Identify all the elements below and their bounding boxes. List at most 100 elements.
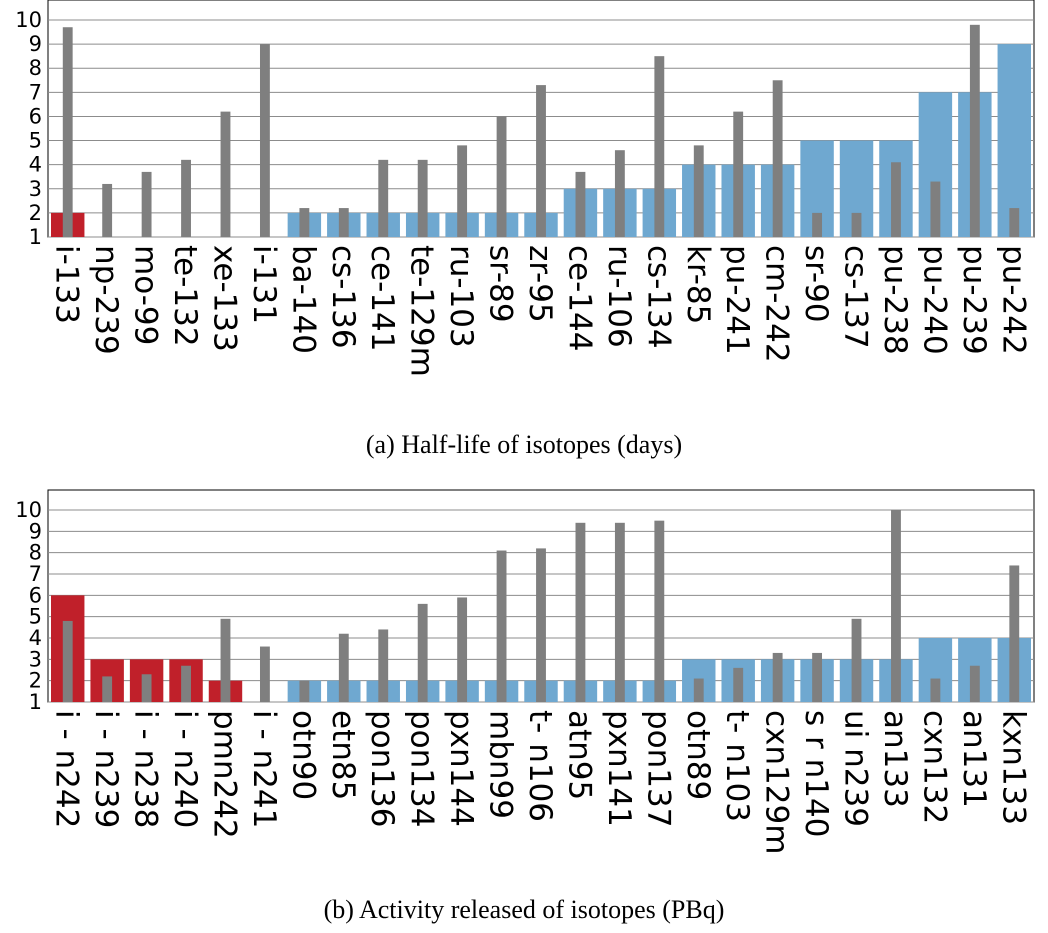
category-label: cxn129m xyxy=(759,710,795,854)
bar-secondary xyxy=(378,629,389,702)
category-label: ba-140 xyxy=(285,245,321,354)
bar-secondary xyxy=(930,678,941,702)
bar-primary xyxy=(997,44,1031,237)
bar-secondary xyxy=(891,162,901,237)
category-label: i - n241 xyxy=(246,710,282,828)
category-label: te-129m xyxy=(404,245,440,377)
category-label: i - n240 xyxy=(167,710,203,828)
category-label: pon136 xyxy=(364,710,400,827)
category-label: pmn242 xyxy=(206,710,242,839)
category-label: pu-239 xyxy=(956,245,992,355)
bar-secondary xyxy=(614,522,625,702)
bar-secondary xyxy=(457,597,468,702)
y-tick-label: 1 xyxy=(29,225,42,249)
category-label: otn89 xyxy=(680,710,716,800)
category-label: an131 xyxy=(956,710,992,808)
y-tick-label: 10 xyxy=(15,498,42,522)
y-tick-label: 4 xyxy=(29,153,42,177)
bar-secondary xyxy=(338,208,349,237)
category-label: kr-85 xyxy=(680,245,716,324)
bar-secondary xyxy=(102,676,113,702)
category-label: pu-238 xyxy=(877,245,913,355)
category-label: xe-133 xyxy=(206,245,242,352)
bar-secondary xyxy=(654,56,665,237)
category-label: ce-141 xyxy=(364,245,400,351)
bar-secondary xyxy=(299,208,310,237)
category-label: pon134 xyxy=(404,710,440,827)
y-tick-label: 8 xyxy=(29,56,42,80)
bar-secondary xyxy=(1009,208,1020,237)
category-label: cxn132 xyxy=(916,710,952,824)
bar-secondary xyxy=(614,150,625,237)
bar-secondary xyxy=(141,171,152,237)
bar-secondary xyxy=(693,145,704,237)
category-label: ru-103 xyxy=(443,245,479,348)
bar-secondary xyxy=(62,27,73,237)
y-tick-label: 2 xyxy=(29,201,42,225)
bar-secondary xyxy=(181,665,191,702)
y-tick-label: 3 xyxy=(29,647,42,671)
category-label: i-133 xyxy=(49,245,85,324)
category-label: i - n239 xyxy=(88,710,124,828)
bar-secondary xyxy=(417,159,428,237)
category-label: atn95 xyxy=(561,710,597,800)
category-label: cm-242 xyxy=(759,245,795,363)
bar-secondary xyxy=(851,618,862,702)
category-label: pu-240 xyxy=(916,245,952,355)
category-label: te-132 xyxy=(167,245,203,347)
bar-secondary xyxy=(654,520,665,702)
bar-secondary xyxy=(536,548,546,702)
category-label: i - n242 xyxy=(49,710,85,828)
bar-secondary xyxy=(220,111,231,237)
y-tick-label: 8 xyxy=(29,541,42,565)
bar-secondary xyxy=(812,652,823,702)
bar-secondary xyxy=(772,652,783,702)
bar-secondary xyxy=(457,145,468,237)
category-label: s r n140 xyxy=(798,710,834,837)
y-tick-label: 9 xyxy=(29,519,42,543)
category-label: ru-106 xyxy=(601,245,637,348)
y-tick-label: 3 xyxy=(29,177,42,201)
y-tick-label: 9 xyxy=(29,32,42,56)
y-tick-label: 5 xyxy=(29,605,42,629)
bar-secondary xyxy=(891,510,901,702)
bar-secondary xyxy=(575,171,586,237)
category-label: ce-144 xyxy=(561,245,597,351)
bar-secondary xyxy=(378,159,389,237)
caption-half-life: (a) Half-life of isotopes (days) xyxy=(365,430,683,459)
bar-secondary xyxy=(733,667,744,702)
category-label: cs-137 xyxy=(838,245,874,349)
category-label: mbn99 xyxy=(483,710,519,819)
bar-secondary xyxy=(496,550,507,702)
bar-secondary xyxy=(102,183,113,237)
category-label: otn90 xyxy=(285,710,321,800)
bar-secondary xyxy=(812,212,823,237)
bar-secondary xyxy=(1009,565,1020,702)
caption-activity: (b) Activity released of isotopes (PBq) xyxy=(323,895,725,924)
category-label: pon137 xyxy=(640,710,676,827)
category-label: ui n239 xyxy=(838,710,874,827)
bar-secondary xyxy=(62,620,73,702)
bar-secondary xyxy=(181,159,191,237)
bar-secondary xyxy=(851,212,862,237)
category-label: cs-136 xyxy=(325,245,361,349)
category-label: sr-90 xyxy=(798,245,834,323)
bar-secondary xyxy=(536,85,546,237)
bar-secondary xyxy=(969,24,980,238)
bar-secondary xyxy=(733,111,744,237)
category-label: pxn144 xyxy=(443,710,479,827)
y-tick-label: 10 xyxy=(15,8,42,32)
category-label: i - n238 xyxy=(128,710,164,828)
bar-secondary xyxy=(299,680,310,702)
category-label: i-131 xyxy=(246,245,282,324)
category-label: t- n106 xyxy=(522,710,558,822)
bar-secondary xyxy=(772,80,783,238)
category-label: pu-241 xyxy=(719,245,755,355)
category-label: zr-95 xyxy=(522,245,558,323)
y-tick-label: 5 xyxy=(29,129,42,153)
bar-secondary xyxy=(575,522,586,702)
category-label: an133 xyxy=(877,710,913,808)
category-label: pu-242 xyxy=(995,245,1031,355)
